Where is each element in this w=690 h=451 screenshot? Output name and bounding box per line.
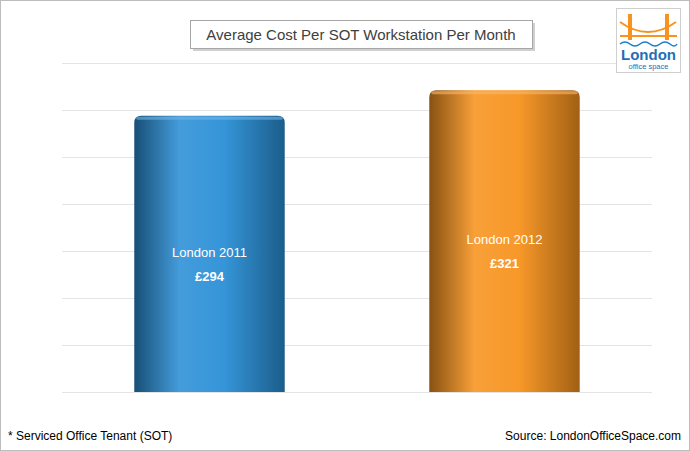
footnote: * Serviced Office Tenant (SOT) xyxy=(8,429,172,443)
title: Average Cost Per SOT Workstation Per Mon… xyxy=(206,26,515,43)
chart: Average Cost Per SOT Workstation Per Mon… xyxy=(0,0,690,451)
frame xyxy=(1,1,690,451)
data-labels: London 2011 £294 London 2012 £321 xyxy=(172,232,542,284)
annotations: * Serviced Office Tenant (SOT) Source: Lo… xyxy=(8,429,681,443)
grid-line xyxy=(62,63,652,64)
logo-text: London xyxy=(621,46,676,63)
category-label: London 2012 xyxy=(467,232,543,247)
logo-cable xyxy=(620,22,676,32)
bar xyxy=(429,90,579,392)
title-box xyxy=(191,21,533,49)
bars xyxy=(134,90,579,392)
logo-box xyxy=(617,9,681,73)
logo-subtext: office space xyxy=(629,62,669,71)
data-label: £294 xyxy=(195,269,225,284)
grid-line xyxy=(62,392,652,393)
category-label: London 2011 xyxy=(172,245,247,260)
logo: Londonoffice space xyxy=(617,9,681,73)
bar-highlight xyxy=(136,117,282,120)
title-group: Average Cost Per SOT Workstation Per Mon… xyxy=(191,21,536,52)
data-label: £321 xyxy=(490,256,519,271)
bar-highlight xyxy=(431,91,577,94)
logo-deck xyxy=(620,35,677,37)
source: Source: LondonOfficeSpace.com xyxy=(505,429,681,443)
bar xyxy=(134,116,284,392)
grid xyxy=(62,64,652,393)
